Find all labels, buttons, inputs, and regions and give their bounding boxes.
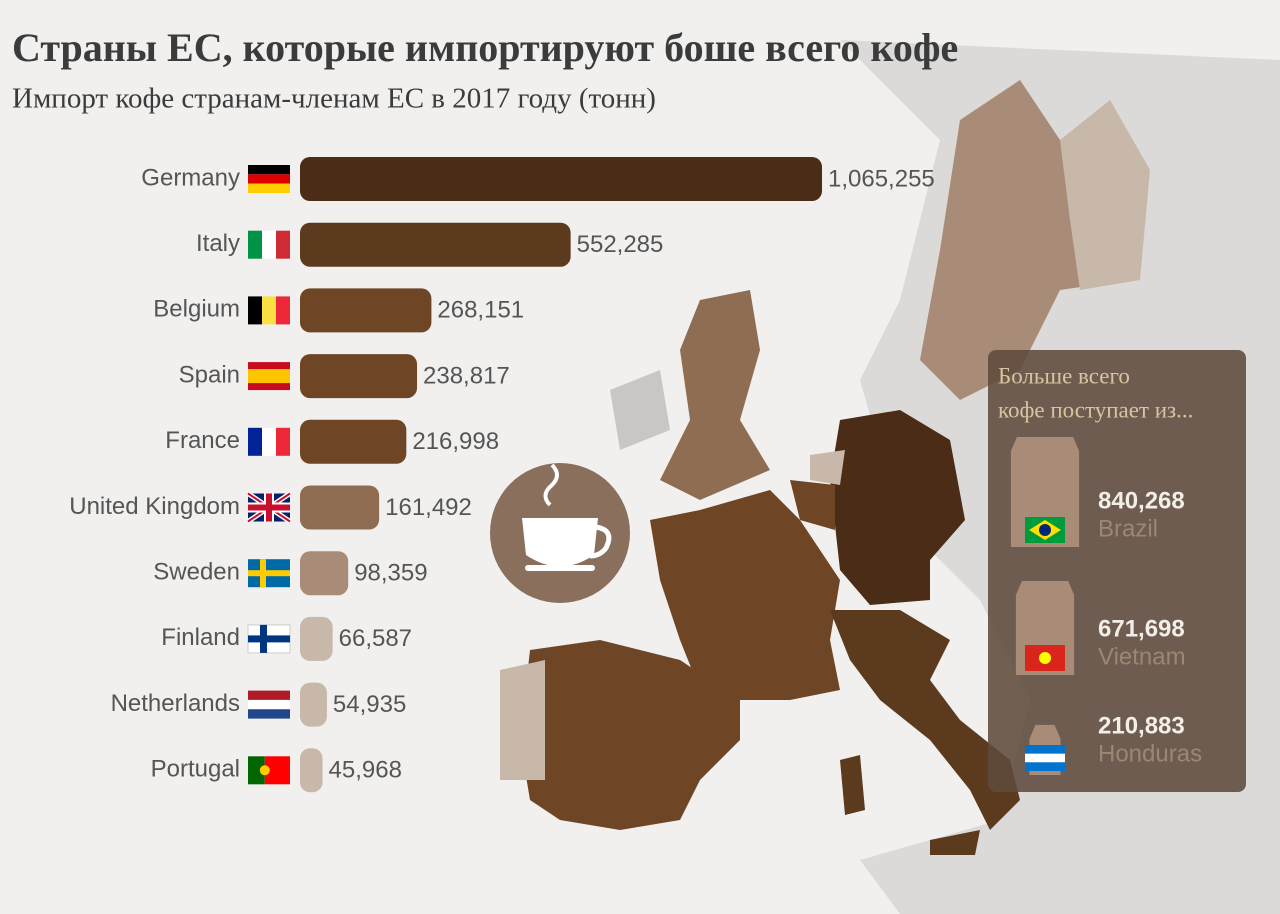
flag-part	[276, 427, 290, 456]
flag-part	[248, 504, 290, 511]
category-label: Sweden	[153, 559, 240, 586]
flag-part	[248, 174, 290, 184]
flag-part	[1025, 762, 1065, 771]
value-label: 45,968	[329, 757, 402, 784]
category-label: Belgium	[153, 296, 240, 323]
value-label: 98,359	[354, 560, 427, 587]
value-label: 54,935	[333, 691, 406, 718]
value-label: 66,587	[339, 625, 412, 652]
panel-title: кофе поступает из...	[998, 397, 1193, 422]
flag-part	[248, 635, 290, 643]
value-label: 216,998	[412, 428, 499, 455]
flag-part	[248, 690, 290, 700]
flag-part	[248, 570, 290, 577]
bar	[300, 682, 327, 727]
source-name: Brazil	[1098, 515, 1158, 542]
flag-part	[276, 230, 290, 259]
category-label: Germany	[141, 164, 240, 191]
value-label: 161,492	[385, 494, 472, 521]
category-label: Finland	[161, 624, 240, 651]
source-value: 210,883	[1098, 712, 1185, 739]
flag-part	[262, 296, 276, 325]
bar	[300, 551, 349, 596]
category-label: Netherlands	[111, 690, 240, 717]
flag-part	[248, 709, 290, 719]
source-value: 671,698	[1098, 615, 1185, 642]
value-label: 552,285	[577, 231, 664, 258]
chart-subtitle: Импорт кофе странам-членам ЕС в 2017 год…	[12, 83, 656, 115]
category-label: Spain	[179, 361, 240, 388]
flag-part	[248, 296, 262, 325]
flag-part	[248, 165, 290, 175]
value-label: 1,065,255	[828, 165, 935, 192]
bar	[300, 616, 333, 661]
source-value: 840,268	[1098, 487, 1185, 514]
category-label: Italy	[196, 230, 240, 257]
source-name: Vietnam	[1098, 643, 1186, 670]
chart-title: Страны ЕС, которые импортируют боше всег…	[12, 25, 958, 70]
bar	[300, 288, 432, 333]
value-label: 238,817	[423, 362, 510, 389]
flag-part	[248, 427, 262, 456]
bar	[300, 748, 323, 793]
flag-part	[1039, 652, 1051, 664]
flag-part	[248, 756, 265, 785]
category-label: United Kingdom	[69, 493, 240, 520]
flag-part	[248, 699, 290, 710]
bar	[300, 354, 418, 399]
flag-part	[262, 427, 276, 456]
bar	[300, 222, 571, 267]
flag-part	[1025, 753, 1065, 763]
flag-part	[259, 765, 270, 776]
category-label: Portugal	[151, 756, 240, 783]
bar	[300, 485, 380, 530]
bar	[300, 157, 822, 201]
flag-part	[1025, 745, 1065, 754]
category-label: France	[165, 427, 240, 454]
flag-part	[276, 296, 290, 325]
flag-part	[1039, 524, 1051, 536]
flag-part	[248, 369, 290, 384]
flag-part	[248, 183, 290, 193]
flag-part	[262, 230, 276, 259]
value-label: 268,151	[437, 297, 524, 324]
flag-part	[248, 230, 262, 259]
source-name: Honduras	[1098, 740, 1202, 767]
panel-title: Больше всего	[998, 363, 1130, 388]
bar	[300, 419, 407, 464]
